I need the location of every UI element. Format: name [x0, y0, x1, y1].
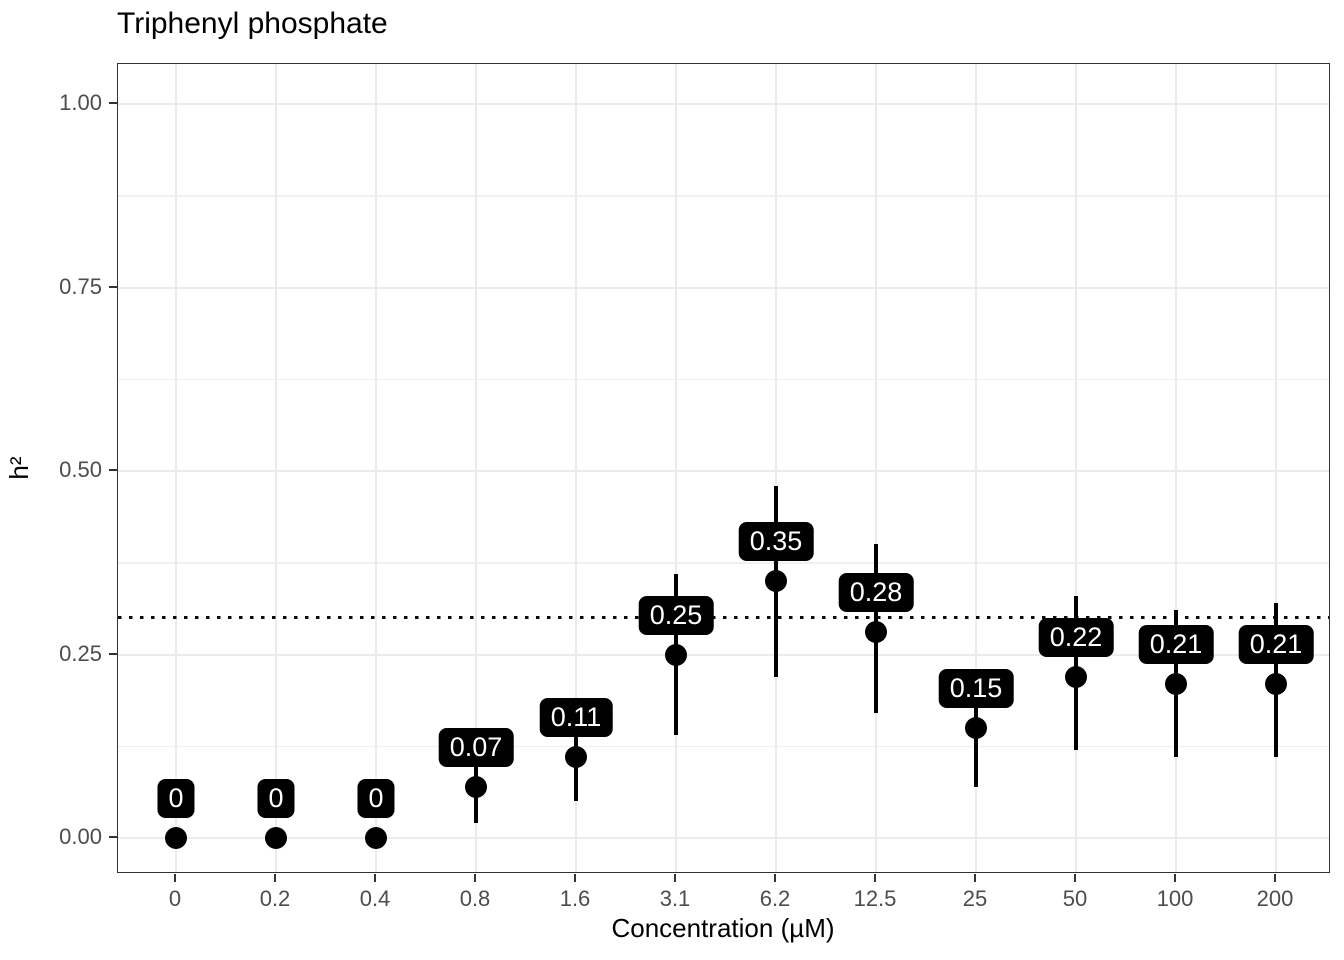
x-tick-label: 100 — [1156, 886, 1194, 911]
data-point — [165, 827, 187, 849]
data-point — [1065, 665, 1087, 688]
y-tick-label: 1.00 — [59, 90, 102, 115]
point-value-label: 0.11 — [539, 698, 613, 738]
gridline-vertical — [575, 64, 577, 872]
y-tick-mark — [109, 652, 117, 655]
y-axis-title: h² — [4, 456, 35, 480]
point-value-label: 0.25 — [638, 595, 714, 635]
gridline-vertical — [1175, 64, 1177, 872]
x-tick-mark — [1174, 874, 1176, 882]
data-point — [865, 621, 887, 644]
gridline-vertical — [1075, 64, 1077, 872]
x-tick-label: 0.8 — [459, 886, 491, 911]
data-point — [965, 716, 987, 739]
gridline-vertical — [775, 64, 777, 872]
gridline-major — [118, 837, 1329, 839]
point-value-label: 0.07 — [438, 727, 514, 767]
gridline-major — [118, 103, 1329, 105]
x-tick-mark — [974, 874, 976, 882]
y-tick-mark — [109, 469, 117, 471]
gridline-vertical — [975, 64, 977, 872]
x-axis-title: Concentration (µM) — [611, 913, 835, 943]
point-value-label: 0 — [157, 779, 195, 818]
x-tick-label: 200 — [1256, 886, 1294, 911]
point-value-label: 0.15 — [938, 668, 1014, 708]
gridline-major — [118, 470, 1329, 472]
gridline-minor — [118, 562, 1329, 564]
data-point — [1165, 672, 1187, 695]
data-point — [1265, 672, 1287, 695]
gridline-minor — [118, 378, 1329, 380]
x-tick-label: 12.5 — [853, 886, 897, 911]
x-tick-label: 0 — [168, 886, 182, 911]
point-value-label: 0.21 — [1238, 624, 1314, 664]
gridline-vertical — [375, 64, 377, 872]
data-point — [365, 827, 387, 849]
y-tick-label: 0.00 — [59, 824, 102, 849]
x-tick-label: 0.2 — [259, 886, 291, 911]
gridline-major — [118, 286, 1329, 289]
point-value-label: 0.21 — [1138, 624, 1214, 664]
x-tick-mark — [1274, 874, 1276, 882]
point-value-label: 0.22 — [1038, 617, 1114, 657]
gridline-minor — [118, 195, 1329, 197]
plot-panel: 0 0 0 0.07 0.11 0.25 0.35 0.28 0.15 0.22 0.21 0.21 — [117, 63, 1330, 873]
y-tick-mark — [109, 285, 117, 288]
gridline-minor — [118, 745, 1329, 747]
y-tick-label: 0.50 — [59, 457, 102, 482]
x-tick-label: 6.2 — [759, 886, 791, 911]
x-tick-mark — [874, 874, 876, 882]
y-tick-label: 0.25 — [59, 640, 102, 666]
gridline-vertical — [1275, 64, 1277, 872]
x-tick-mark — [474, 874, 476, 882]
y-tick-mark — [109, 836, 117, 838]
gridline-vertical — [675, 64, 677, 872]
x-tick-label: 3.1 — [659, 886, 691, 911]
data-point — [665, 643, 687, 666]
reference-line — [118, 616, 1329, 620]
data-point — [765, 570, 787, 593]
x-tick-label: 1.6 — [559, 886, 591, 911]
gridline-major — [118, 653, 1329, 656]
x-tick-label: 50 — [1062, 886, 1088, 911]
point-value-label: 0 — [257, 779, 295, 818]
point-value-label: 0.35 — [738, 522, 814, 562]
gridline-vertical — [475, 64, 477, 872]
x-tick-label: 25 — [962, 886, 988, 911]
y-tick-label: 0.75 — [59, 273, 102, 299]
x-tick-mark — [1074, 874, 1076, 882]
gridline-vertical — [275, 64, 277, 872]
x-tick-mark — [374, 874, 376, 882]
gridline-vertical — [175, 64, 177, 872]
point-value-label: 0 — [357, 779, 395, 818]
x-tick-mark — [574, 874, 576, 882]
data-point — [465, 775, 487, 798]
x-tick-mark — [774, 874, 776, 882]
x-tick-label: 0.4 — [359, 886, 391, 911]
gridline-vertical — [875, 64, 877, 872]
data-point — [565, 746, 587, 769]
x-tick-mark — [674, 874, 676, 882]
point-value-label: 0.28 — [838, 573, 914, 613]
data-point — [265, 827, 287, 849]
x-tick-mark — [274, 874, 276, 882]
chart-title: Triphenyl phosphate — [117, 7, 388, 40]
x-tick-mark — [174, 874, 176, 882]
y-tick-mark — [109, 102, 117, 104]
